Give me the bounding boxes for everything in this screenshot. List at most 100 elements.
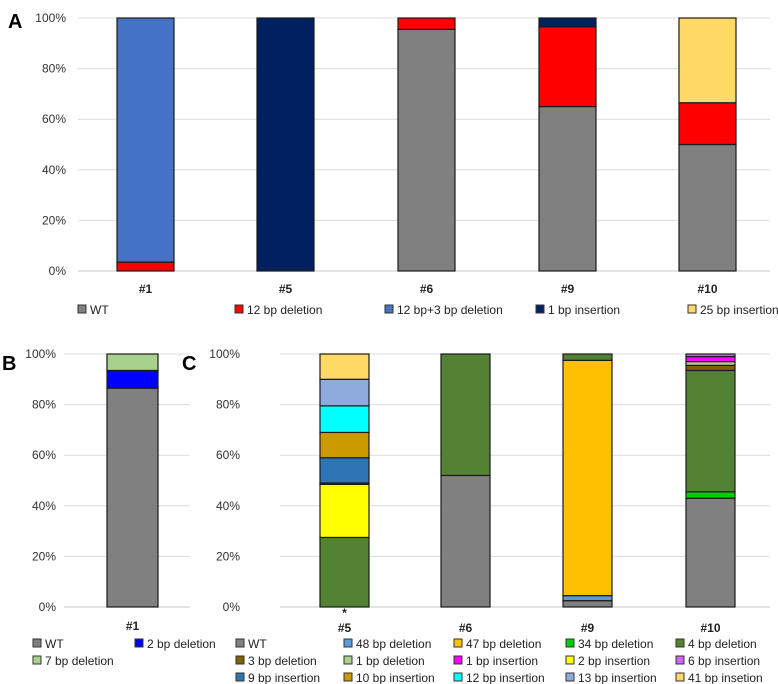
panel-c-legend-label: 47 bp deletion [466,637,541,651]
panel-c-bar-segment [319,536,370,608]
panel-c-category-label: #10 [700,621,720,635]
panel-a-ytick-label: 0% [49,264,67,278]
panel-a-legend-label: 1 bp insertion [548,303,620,317]
panel-c-bar-segment [319,378,370,407]
panel-c-legend-swatch [235,638,245,648]
panel-a-bar-segment [678,143,737,272]
panel-c-category-label: #9 [581,621,595,635]
panel-b-bar-segment [106,369,159,389]
panel-a-legend-swatch [234,304,244,314]
panel-c-bar-segment [685,355,736,363]
panel-c-legend-swatch [675,638,685,648]
panel-c-bar-segment [319,353,370,380]
panel-c-legend-label: 1 bp insertion [466,654,538,668]
panel-c-bar-segment [685,491,736,499]
panel-c-bar-segment [685,497,736,608]
panel-c-legend-label: 10 bp insertion [356,671,435,684]
panel-c-legend-swatch [675,672,685,682]
panel-c-bar-segment [685,369,736,493]
panel-c-bar-segment [562,595,613,602]
panel-c-legend-label: 13 bp insertion [578,671,657,684]
panel-c-legend-swatch [565,655,575,665]
panel-c-legend-label: 34 bp deletion [578,637,653,651]
panel-c-bar-segment [319,457,370,484]
panel-b-ytick-label: 60% [32,448,56,462]
panel-b-bar-segment [106,353,159,372]
panel-c-bar-segment [685,353,736,358]
panel-c-legend-swatch [343,672,353,682]
panel-a-label: A [8,11,22,33]
panel-b-category-label: #1 [126,619,140,633]
panel-c-legend-label: WT [248,637,267,651]
panel-b-bar-segment [106,387,159,608]
panel-c-ytick-label: 20% [216,549,240,563]
panel-c-legend-swatch [343,638,353,648]
panel-a-legend-label: WT [90,303,109,317]
panel-c-ytick-label: 60% [216,448,240,462]
panel-c-bar-segment [685,364,736,372]
panel-a-ytick-label: 40% [42,163,66,177]
panel-a-legend-label: 25 bp insertion [700,303,778,317]
panel-b-ytick-label: 100% [25,347,56,361]
panel-c-ytick-label: 80% [216,398,240,412]
panel-a-bar-segment [397,17,456,30]
panel-c-category-label: #5 [338,621,352,635]
panel-a-legend-label: 12 bp deletion [247,303,322,317]
panel-c-legend-label: 48 bp deletion [356,637,431,651]
panel-c-legend-swatch [235,655,245,665]
panel-a-bar-segment [538,17,597,28]
panel-b-ytick-label: 0% [39,600,57,614]
panel-c-legend-label: 12 bp insertion [466,671,545,684]
panel-a-bar-segment [678,102,737,146]
panel-a-ytick-label: 80% [42,62,66,76]
panel-c-bar-segment [562,359,613,597]
panel-b-legend-swatch [32,638,42,648]
panel-a-legend-swatch [384,304,394,314]
panel-c-bar-segment [440,353,491,477]
panel-b-ytick-label: 40% [32,499,56,513]
panel-a-legend-label: 12 bp+3 bp deletion [397,303,503,317]
panel-b-ytick-label: 80% [32,398,56,412]
panel-c-bar-segment [440,474,491,608]
panel-c-bar-segment [319,483,370,539]
panel-c-label: C [182,353,196,375]
panel-c-legend-swatch [565,638,575,648]
panel-a-category-label: #1 [139,282,153,296]
panel-c-ytick-label: 40% [216,499,240,513]
panel-c-legend-swatch [235,672,245,682]
panel-c-bar-segment [562,353,613,361]
panel-a-legend-swatch [77,304,87,314]
panel-c-bar-segment [319,405,370,434]
panel-c-legend-label: 41 bp insetion [688,671,763,684]
panel-c-legend-swatch [453,638,463,648]
panel-c-legend-swatch [453,655,463,665]
panel-c-category-label: #6 [459,621,473,635]
panel-b-label: B [2,353,16,375]
panel-a-bar-segment [678,17,737,104]
panel-b-ytick-label: 20% [32,549,56,563]
panel-a-category-label: #6 [420,282,434,296]
panel-c-bar-segment [562,600,613,608]
panel-a-legend-swatch [687,304,697,314]
panel-c-legend-label: 1 bp deletion [356,654,425,668]
panel-c-legend-label: 2 bp insertion [578,654,650,668]
panel-b-legend-label: WT [45,637,64,651]
panel-b-legend-label: 2 bp deletion [147,637,216,651]
panel-a-bar-segment [256,17,315,272]
panel-a-bar-segment [538,105,597,272]
panel-a-bar-segment [116,17,175,263]
panel-c-legend-label: 9 bp insertion [248,671,320,684]
panel-c-legend-swatch [565,672,575,682]
panel-a-category-label: #9 [561,282,575,296]
panel-b-legend-label: 7 bp deletion [45,654,114,668]
panel-c-legend-label: 4 bp deletion [688,637,757,651]
panel-c-ytick-label: 0% [223,600,241,614]
panel-a-category-label: #10 [697,282,717,296]
panel-b-legend-swatch [134,638,144,648]
panel-c-ytick-label: 100% [209,347,240,361]
panel-c-legend-swatch [343,655,353,665]
panel-c-legend-swatch [675,655,685,665]
panel-c-legend-label: 6 bp insertion [688,654,760,668]
panel-a-ytick-label: 20% [42,213,66,227]
